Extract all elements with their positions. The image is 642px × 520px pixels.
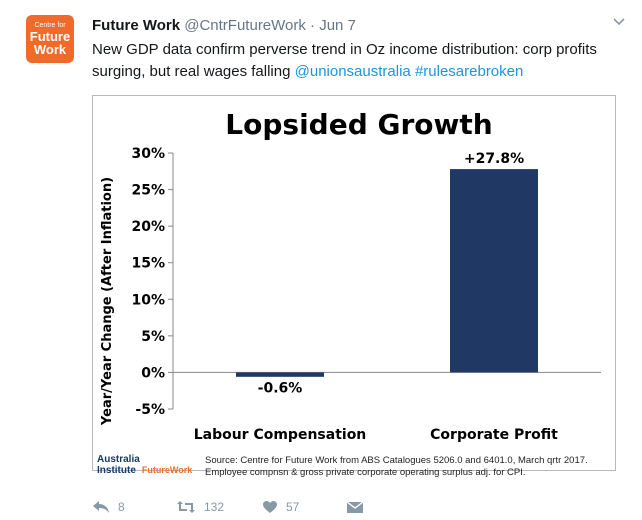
- avatar[interactable]: Centre for Future Work: [26, 15, 74, 63]
- avatar-text-mid: Future: [29, 29, 71, 44]
- y-tick-label: -5%: [135, 402, 165, 418]
- reply-count: 8: [118, 500, 125, 514]
- australia-institute-logo: Australia Institute FutureWork: [97, 455, 197, 483]
- y-tick-label: 15%: [131, 256, 165, 272]
- data-label: -0.6%: [258, 380, 303, 396]
- y-tick-label: 5%: [141, 329, 165, 345]
- media-card[interactable]: Lopsided Growth Year/Year Change (After …: [92, 95, 616, 478]
- heart-icon: [262, 500, 278, 514]
- data-label: +27.8%: [464, 151, 524, 167]
- bar: [236, 372, 324, 377]
- reply-icon: [92, 500, 110, 514]
- logo-line-2: Institute: [97, 465, 136, 476]
- chart-source: Source: Centre for Future Work from ABS …: [205, 455, 615, 479]
- user-handle[interactable]: @CntrFutureWork: [184, 17, 306, 34]
- x-category-label: Corporate Profit: [430, 427, 558, 443]
- bar: [450, 169, 538, 373]
- timestamp[interactable]: Jun 7: [319, 17, 356, 34]
- source-line-1: Source: Centre for Future Work from ABS …: [205, 455, 588, 466]
- chevron-down-icon[interactable]: [612, 14, 626, 31]
- retweet-button[interactable]: 132: [176, 500, 224, 514]
- mention-link[interactable]: @unionsaustralia: [294, 63, 411, 80]
- logo-line-3: FutureWork: [141, 465, 193, 475]
- envelope-icon: [346, 500, 364, 514]
- bar-chart: Lopsided Growth Year/Year Change (After …: [100, 108, 601, 443]
- reply-button[interactable]: 8: [92, 500, 125, 514]
- avatar-text-top: Centre for: [34, 22, 66, 29]
- tweet-text: New GDP data confirm perverse trend in O…: [92, 39, 612, 83]
- y-tick-label: 10%: [131, 292, 165, 308]
- y-tick-label: 25%: [131, 183, 165, 199]
- hashtag-link[interactable]: #rulesarebroken: [414, 63, 524, 80]
- retweet-icon: [176, 500, 196, 514]
- separator-dot: ·: [310, 17, 316, 34]
- source-line-2: Employee compnsn & gross private corpora…: [205, 467, 526, 478]
- logo-line-1: Australia: [97, 454, 140, 465]
- y-tick-label: 30%: [131, 146, 165, 162]
- x-category-label: Labour Compensation: [194, 427, 367, 443]
- direct-message-button[interactable]: [346, 500, 364, 514]
- tweet-header: Future Work @CntrFutureWork · Jun 7: [92, 17, 356, 34]
- y-tick-label: 0%: [141, 365, 165, 381]
- y-axis-label: Year/Year Change (After Inflation): [100, 177, 115, 426]
- like-count: 57: [286, 500, 300, 514]
- display-name[interactable]: Future Work: [92, 17, 181, 34]
- y-tick-label: 20%: [131, 219, 165, 235]
- avatar-text-bottom: Work: [33, 42, 67, 57]
- like-button[interactable]: 57: [262, 500, 299, 514]
- tweet-body: New GDP data confirm perverse trend in O…: [92, 41, 597, 80]
- retweet-count: 132: [204, 500, 225, 514]
- chart-title: Lopsided Growth: [225, 108, 492, 141]
